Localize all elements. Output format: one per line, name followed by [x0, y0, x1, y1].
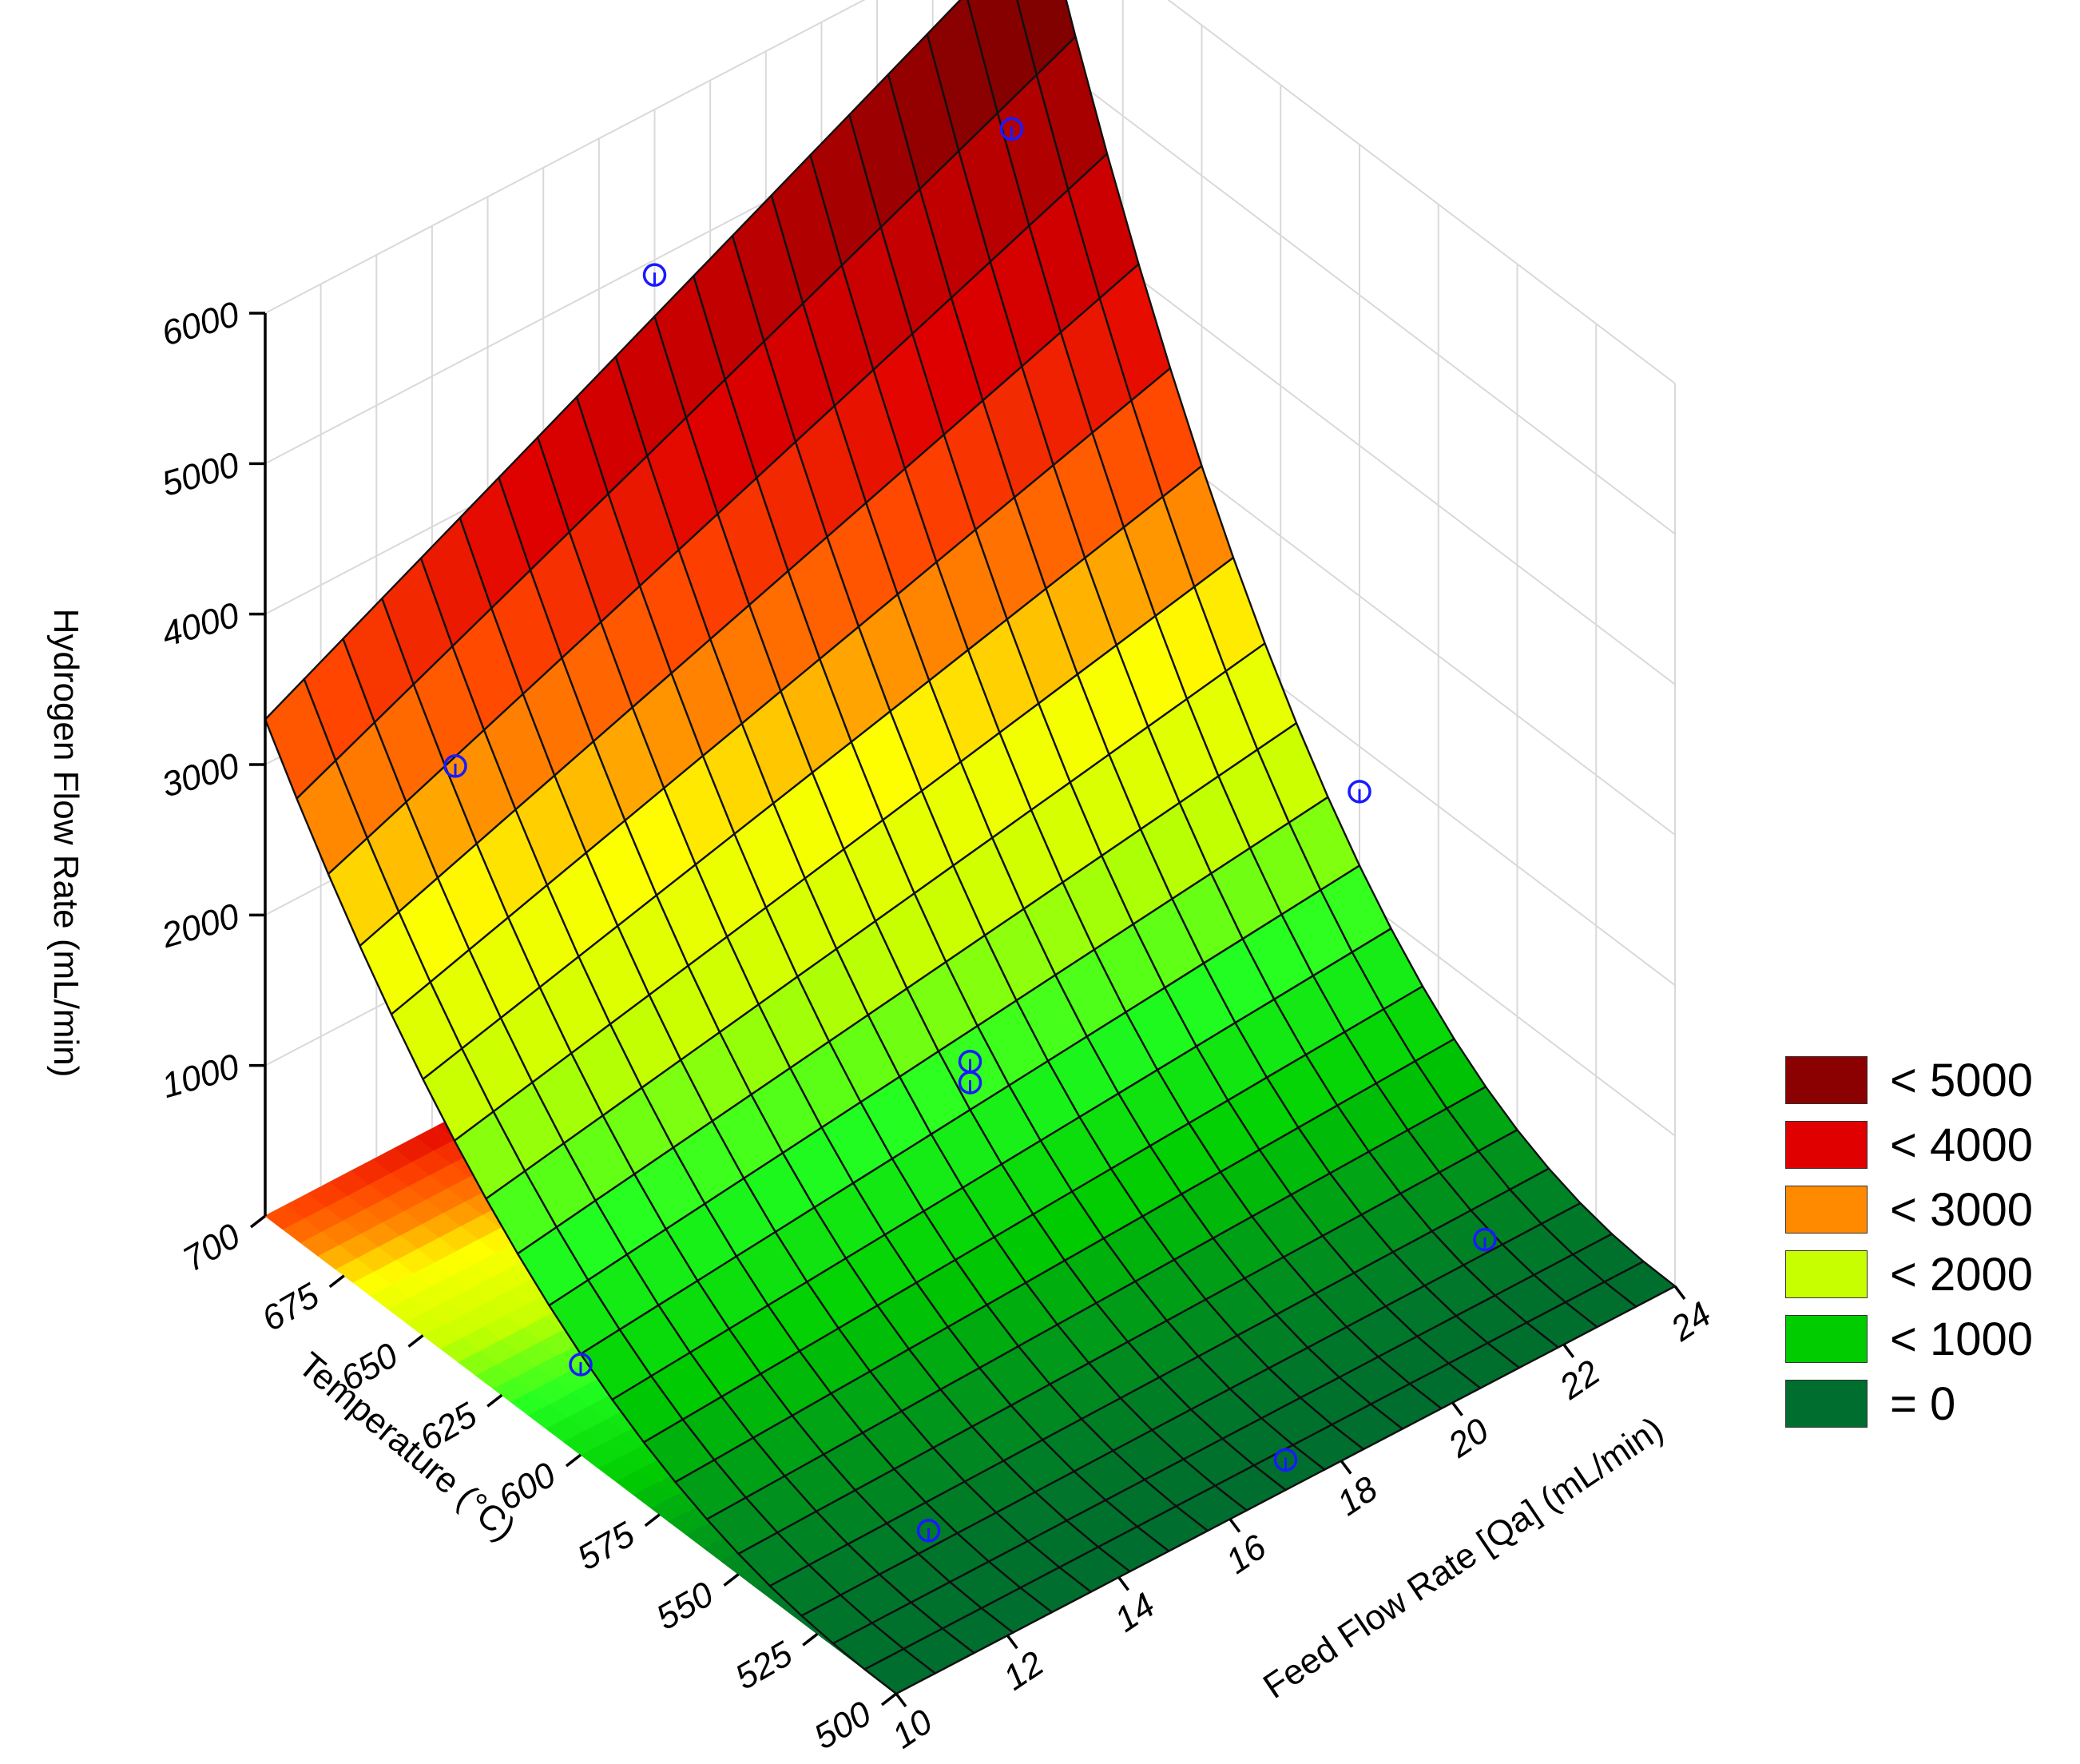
response-surface	[264, 0, 1677, 1695]
legend: < 5000 < 4000 < 3000 < 2000 < 1000 = 0	[1785, 1054, 2073, 1444]
y-tick-label: 550	[649, 1574, 720, 1637]
y-tick	[407, 1334, 424, 1348]
y-tick-label: 575	[571, 1515, 642, 1578]
legend-swatch	[1785, 1056, 1868, 1104]
legend-item: < 3000	[1785, 1183, 2073, 1236]
y-tick-label: 525	[728, 1634, 800, 1697]
x-tick-label: 12	[996, 1643, 1050, 1698]
legend-item: < 5000	[1785, 1054, 2073, 1106]
legend-label: = 0	[1890, 1377, 1956, 1430]
x-tick-label: 18	[1330, 1469, 1384, 1524]
legend-swatch	[1785, 1250, 1868, 1298]
z-tick-label: 1000	[157, 1047, 244, 1106]
x-tick-label: 20	[1441, 1411, 1496, 1466]
legend-swatch	[1785, 1121, 1868, 1169]
x-tick-label: 10	[885, 1702, 939, 1756]
legend-label: < 1000	[1890, 1313, 2034, 1365]
surface-cell	[1603, 1260, 1677, 1308]
z-tick-label: 6000	[157, 294, 244, 353]
y-tick	[802, 1632, 819, 1647]
legend-item: = 0	[1785, 1377, 2073, 1430]
z-axis-label: Hydrogen Flow Rate (mL/min)	[46, 609, 85, 1078]
z-tick-label: 5000	[157, 445, 244, 504]
x-tick	[1229, 1518, 1241, 1533]
z-tick-label: 2000	[157, 896, 244, 956]
x-tick	[1673, 1285, 1686, 1301]
y-tick-label: 675	[256, 1276, 327, 1339]
y-tick	[328, 1274, 345, 1289]
y-tick-label: 700	[177, 1216, 248, 1279]
x-tick	[895, 1692, 907, 1708]
legend-label: < 2000	[1890, 1248, 2034, 1301]
x-tick	[1340, 1460, 1352, 1475]
grid-line	[264, 0, 1676, 384]
y-tick	[644, 1513, 661, 1528]
x-tick-label: 24	[1663, 1294, 1718, 1349]
legend-swatch	[1785, 1315, 1868, 1363]
legend-item: < 2000	[1785, 1248, 2073, 1301]
legend-label: < 5000	[1890, 1054, 2034, 1106]
z-tick-label: 3000	[157, 745, 244, 805]
x-tick	[1562, 1343, 1575, 1358]
y-tick	[723, 1573, 740, 1587]
legend-label: < 4000	[1890, 1118, 2034, 1171]
x-tick	[1117, 1576, 1129, 1591]
z-tick-label: 4000	[157, 595, 244, 654]
y-tick	[486, 1393, 503, 1408]
x-tick-label: 22	[1552, 1353, 1607, 1408]
legend-label: < 3000	[1890, 1183, 2034, 1236]
y-tick-label: 500	[808, 1694, 879, 1757]
legend-swatch	[1785, 1186, 1868, 1234]
y-tick	[880, 1692, 898, 1706]
observation-points	[443, 117, 1497, 1543]
x-tick	[1451, 1401, 1463, 1416]
x-tick-label: 14	[1108, 1586, 1162, 1640]
x-tick	[1006, 1635, 1018, 1650]
y-tick	[565, 1453, 582, 1468]
legend-item: < 1000	[1785, 1313, 2073, 1365]
legend-item: < 4000	[1785, 1118, 2073, 1171]
y-tick	[249, 1214, 267, 1229]
axes	[249, 312, 1686, 1708]
x-tick-label: 16	[1219, 1527, 1273, 1581]
legend-swatch	[1785, 1380, 1868, 1428]
